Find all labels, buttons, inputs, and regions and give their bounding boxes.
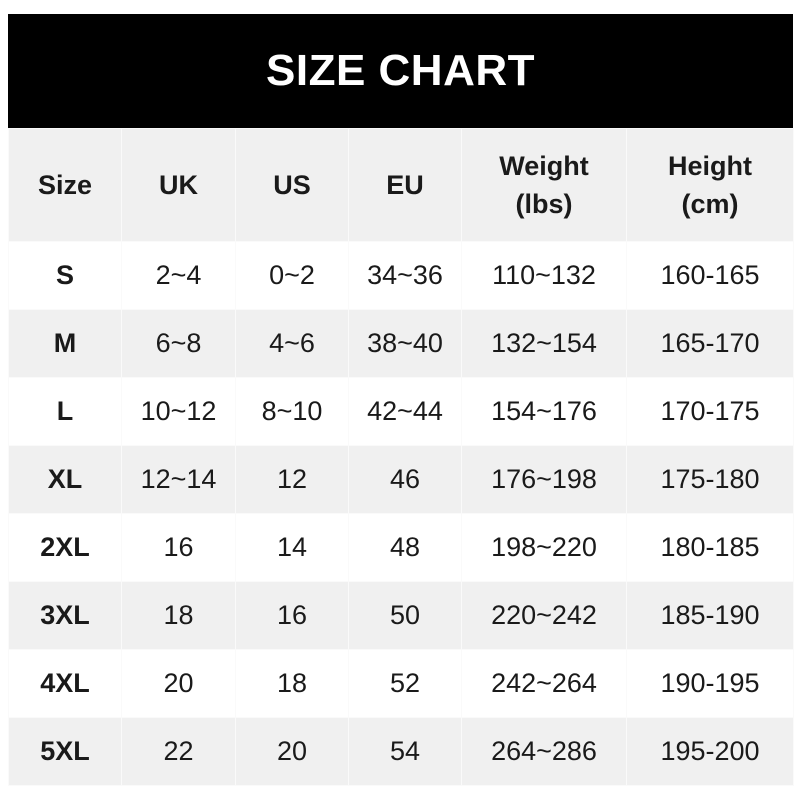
table-cell: 42~44 <box>348 377 462 446</box>
table-cell: 38~40 <box>348 309 462 378</box>
table-cell: 176~198 <box>461 445 627 514</box>
column-header: Size <box>8 128 122 242</box>
table-row: 4XL 20 18 52 242~264 190-195 <box>8 649 794 718</box>
table-cell: 12 <box>235 445 349 514</box>
table-cell: 154~176 <box>461 377 627 446</box>
table-cell: 50 <box>348 581 462 650</box>
table-cell: 264~286 <box>461 717 627 786</box>
table-row: L 10~12 8~10 42~44 154~176 170-175 <box>8 377 794 446</box>
size-label: S <box>8 241 122 310</box>
table-cell: 175-180 <box>626 445 794 514</box>
size-table: Size UK US EU Weight (lbs) Height (cm) S 2~4 0~… <box>8 128 794 786</box>
table-cell: 46 <box>348 445 462 514</box>
table-cell: 10~12 <box>121 377 236 446</box>
table-row: S 2~4 0~2 34~36 110~132 160-165 <box>8 241 794 310</box>
table-cell: 18 <box>121 581 236 650</box>
table-row: 3XL 18 16 50 220~242 185-190 <box>8 581 794 650</box>
size-label: 3XL <box>8 581 122 650</box>
table-cell: 54 <box>348 717 462 786</box>
table-row: 5XL 22 20 54 264~286 195-200 <box>8 717 794 786</box>
table-cell: 195-200 <box>626 717 794 786</box>
table-cell: 170-175 <box>626 377 794 446</box>
size-label: 2XL <box>8 513 122 582</box>
table-cell: 132~154 <box>461 309 627 378</box>
table-cell: 2~4 <box>121 241 236 310</box>
table-row: XL 12~14 12 46 176~198 175-180 <box>8 445 794 514</box>
column-header: UK <box>121 128 236 242</box>
table-cell: 18 <box>235 649 349 718</box>
table-cell: 4~6 <box>235 309 349 378</box>
table-cell: 180-185 <box>626 513 794 582</box>
table-cell: 185-190 <box>626 581 794 650</box>
table-cell: 22 <box>121 717 236 786</box>
size-label: L <box>8 377 122 446</box>
table-cell: 20 <box>121 649 236 718</box>
table-cell: 8~10 <box>235 377 349 446</box>
table-cell: 160-165 <box>626 241 794 310</box>
table-cell: 190-195 <box>626 649 794 718</box>
size-label: M <box>8 309 122 378</box>
table-cell: 48 <box>348 513 462 582</box>
table-cell: 12~14 <box>121 445 236 514</box>
table-cell: 198~220 <box>461 513 627 582</box>
column-header: Weight (lbs) <box>461 128 627 242</box>
table-row: 2XL 16 14 48 198~220 180-185 <box>8 513 794 582</box>
column-header: EU <box>348 128 462 242</box>
table-cell: 165-170 <box>626 309 794 378</box>
size-chart-title: SIZE CHART <box>8 14 793 128</box>
table-cell: 52 <box>348 649 462 718</box>
table-cell: 220~242 <box>461 581 627 650</box>
table-row: M 6~8 4~6 38~40 132~154 165-170 <box>8 309 794 378</box>
table-cell: 20 <box>235 717 349 786</box>
table-cell: 16 <box>121 513 236 582</box>
size-label: 4XL <box>8 649 122 718</box>
size-label: XL <box>8 445 122 514</box>
table-cell: 34~36 <box>348 241 462 310</box>
table-cell: 242~264 <box>461 649 627 718</box>
table-cell: 0~2 <box>235 241 349 310</box>
size-label: 5XL <box>8 717 122 786</box>
table-cell: 110~132 <box>461 241 627 310</box>
header-row: Size UK US EU Weight (lbs) Height (cm) <box>8 128 794 242</box>
table-cell: 6~8 <box>121 309 236 378</box>
table-cell: 16 <box>235 581 349 650</box>
column-header: Height (cm) <box>626 128 794 242</box>
table-cell: 14 <box>235 513 349 582</box>
column-header: US <box>235 128 349 242</box>
